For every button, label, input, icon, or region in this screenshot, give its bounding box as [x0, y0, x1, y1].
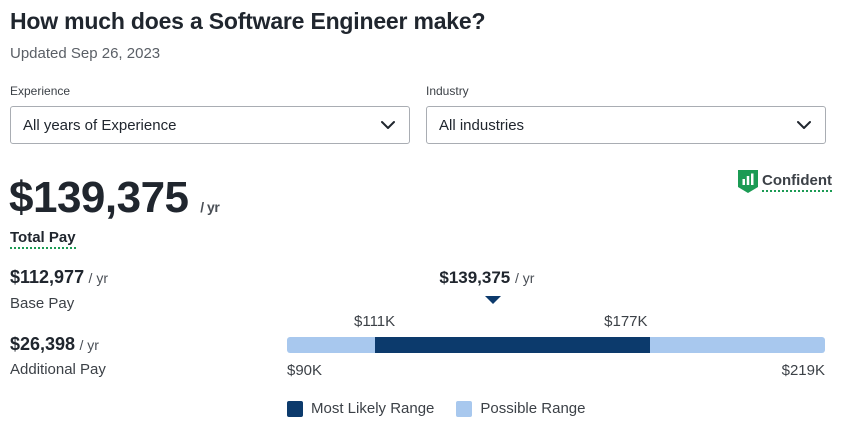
legend-item-likely: Most Likely Range	[287, 400, 434, 417]
legend-item-possible: Possible Range	[456, 400, 585, 417]
total-pay-label[interactable]: Total Pay	[10, 229, 76, 249]
page-title: How much does a Software Engineer make?	[10, 8, 486, 34]
median-pay-unit: / yr	[515, 270, 535, 286]
experience-select[interactable]: All years of Experience	[10, 106, 410, 144]
median-marker-icon	[484, 296, 501, 304]
confidence-badge[interactable]: Confident	[738, 170, 832, 194]
experience-label: Experience	[10, 84, 71, 98]
possible-range-high-label: $219K	[781, 362, 825, 379]
experience-select-value: All years of Experience	[23, 117, 177, 134]
pay-range-chart: $139,375 / yr $111K $177K $90K $219K	[287, 260, 825, 390]
updated-date: Updated Sep 26, 2023	[10, 45, 161, 62]
additional-pay-amount: $26,398 / yr	[10, 334, 99, 355]
base-pay-label: Base Pay	[10, 295, 75, 312]
total-pay-value: $139,375	[9, 173, 189, 222]
possible-range-swatch	[456, 400, 473, 417]
range-legend: Most Likely Range Possible Range	[287, 400, 607, 417]
likely-range-bar	[374, 337, 650, 353]
additional-pay-label: Additional Pay	[10, 361, 106, 378]
median-pay-value: $139,375	[439, 268, 511, 287]
chevron-down-icon	[381, 121, 395, 129]
base-pay-amount: $112,977 / yr	[10, 267, 108, 288]
total-pay-unit: / yr	[200, 199, 220, 215]
base-pay-unit: / yr	[88, 270, 108, 286]
median-pay-label: $139,375 / yr	[439, 268, 534, 288]
possible-range-low-label: $90K	[287, 362, 323, 379]
likely-range-low-label: $111K	[354, 313, 396, 330]
confidence-bars-icon	[738, 170, 758, 193]
legend-possible-label: Possible Range	[480, 400, 586, 417]
industry-label: Industry	[426, 84, 469, 98]
additional-pay-value: $26,398	[10, 334, 76, 354]
base-pay-value: $112,977	[10, 267, 85, 287]
industry-select[interactable]: All industries	[426, 106, 826, 144]
additional-pay-unit: / yr	[79, 337, 99, 353]
total-pay-amount: $139,375 / yr	[9, 172, 220, 233]
industry-select-value: All industries	[439, 117, 525, 134]
likely-range-high-label: $177K	[604, 313, 648, 330]
likely-range-swatch	[287, 400, 303, 417]
confidence-label: Confident	[762, 172, 832, 192]
chevron-down-icon	[797, 121, 811, 129]
legend-likely-label: Most Likely Range	[311, 400, 435, 417]
